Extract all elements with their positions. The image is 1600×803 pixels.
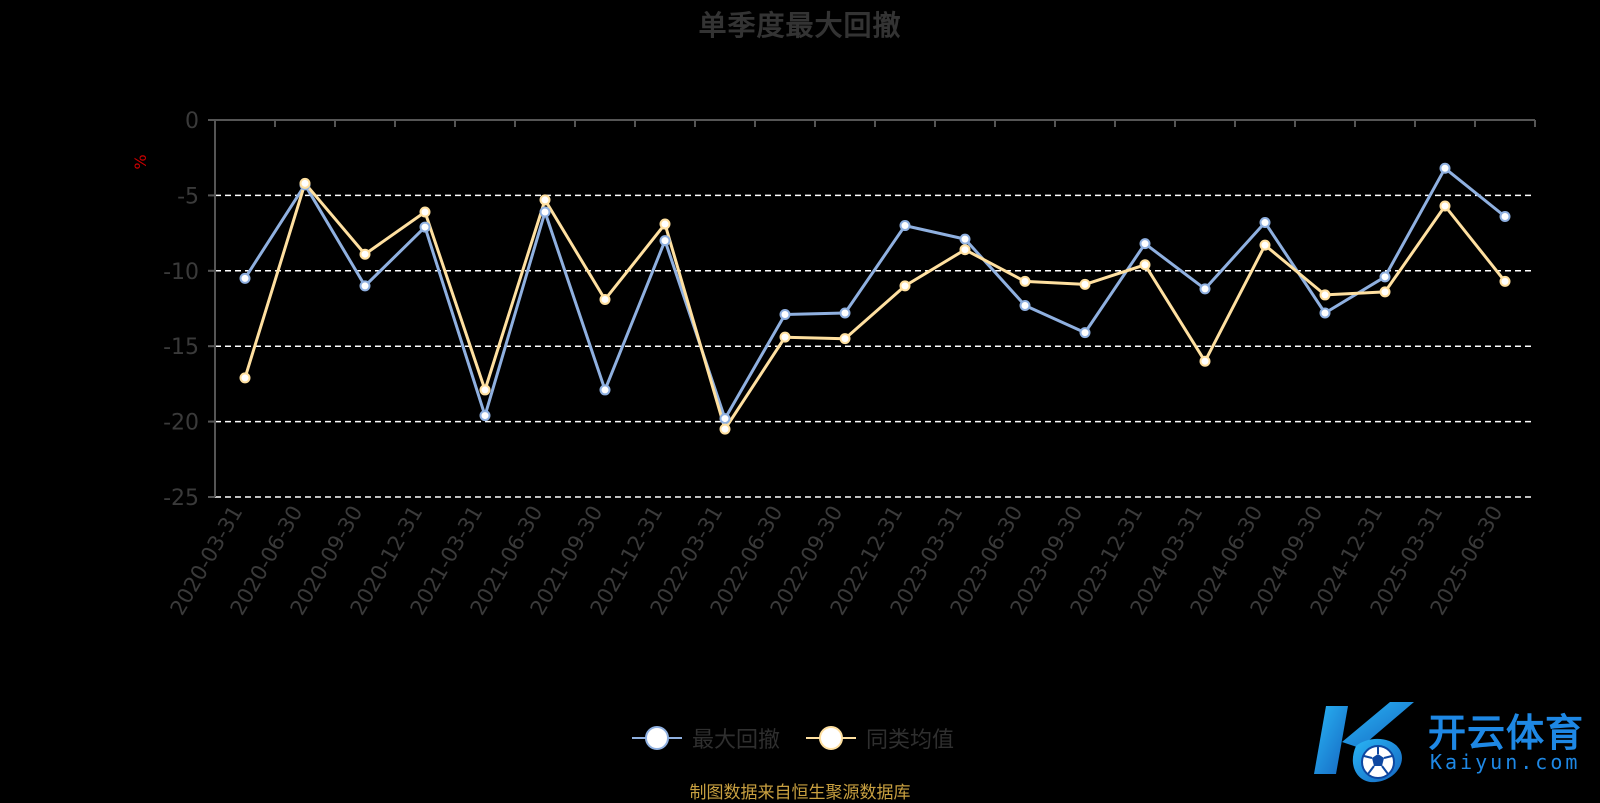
legend-label-peer-average: 同类均值 (866, 728, 955, 753)
series-1-point (1079, 278, 1091, 290)
series-0-point (1439, 162, 1451, 174)
series-1-point (1139, 259, 1151, 271)
series-0-point (1019, 299, 1031, 311)
series-0-point (479, 410, 491, 422)
series-1-point (1379, 286, 1391, 298)
series-0-point (839, 307, 851, 319)
y-tick-label: -15 (163, 335, 199, 360)
series-0-point (959, 233, 971, 245)
series-0-point (539, 206, 551, 218)
series-1-point (959, 244, 971, 256)
series-1-point (299, 177, 311, 189)
series-1-point (839, 333, 851, 345)
series-1-point (1259, 239, 1271, 251)
series-0-point (1379, 271, 1391, 283)
series-1-point (419, 206, 431, 218)
series-line-1 (243, 181, 1507, 431)
legend-item-max-drawdown[interactable]: 最大回撤 (632, 722, 780, 754)
legend-label-max-drawdown: 最大回撤 (692, 728, 781, 753)
series-1-point (1439, 200, 1451, 212)
series-0-point (1139, 238, 1151, 250)
series-0-point (659, 235, 671, 247)
legend-marker-max-drawdown (632, 725, 682, 751)
series-1-point (1019, 275, 1031, 287)
series-1-point (539, 194, 551, 206)
series-0-point (1259, 217, 1271, 229)
series-0-point (239, 272, 251, 284)
series-1-point (239, 372, 251, 384)
legend: 最大回撤 同类均值 (632, 718, 954, 758)
series-line-0 (243, 166, 1506, 421)
series-1-point (359, 248, 371, 260)
series-1-point (599, 293, 611, 305)
series-1-point (899, 280, 911, 292)
series-0-point (779, 309, 791, 321)
series-0-point (419, 221, 431, 233)
series-1-point (479, 384, 491, 396)
series-1-point (779, 331, 791, 343)
y-tick-label: -20 (163, 411, 199, 436)
series-0-point (899, 220, 911, 232)
series-1-point (1319, 289, 1331, 301)
series-0-point (1319, 307, 1331, 319)
logo-text-en: Kaiyun.com (1430, 750, 1581, 774)
y-tick-label: -25 (163, 486, 199, 511)
series-0-point (599, 384, 611, 396)
kaiyun-logo-icon (1314, 702, 1414, 783)
legend-marker-peer-average (806, 725, 857, 751)
series-1-point (719, 423, 731, 435)
series-1-point (659, 218, 671, 230)
series-1-point (1199, 355, 1211, 367)
legend-item-peer-average[interactable]: 同类均值 (806, 722, 954, 754)
y-tick-label: -10 (163, 260, 199, 285)
chart-title: 单季度最大回撤 (698, 9, 902, 42)
source-note: 制图数据来自恒生聚源数据库 (689, 783, 911, 803)
y-axis-label: % (131, 154, 150, 169)
kaiyun-logo: 开云体育 Kaiyun.com (1312, 696, 1592, 786)
y-tick-label: -5 (177, 184, 199, 209)
series-0-point (719, 413, 731, 425)
series-0-point (1079, 327, 1091, 339)
series-0-point (359, 280, 371, 292)
y-tick-label: 0 (185, 109, 199, 134)
series-0-point (1199, 283, 1211, 295)
series-1-point (1499, 275, 1511, 287)
logo-text-cn: 开云体育 (1428, 711, 1585, 755)
series-0-point (1499, 211, 1511, 223)
